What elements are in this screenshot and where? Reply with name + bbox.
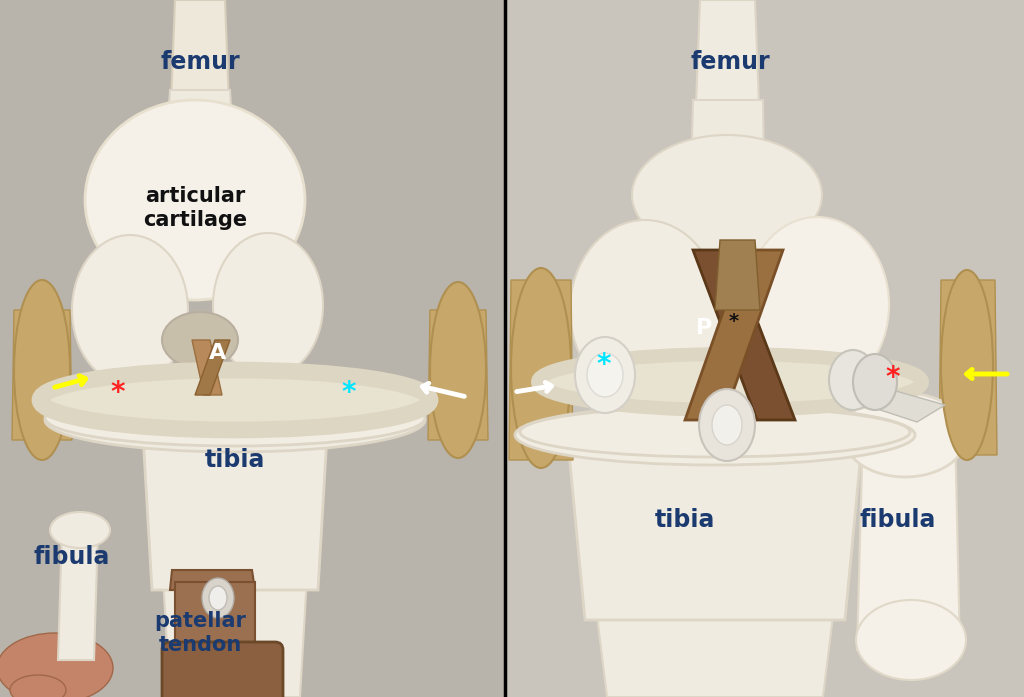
Polygon shape <box>690 100 765 220</box>
Polygon shape <box>428 310 488 440</box>
Ellipse shape <box>632 135 822 255</box>
Polygon shape <box>193 340 222 395</box>
Text: tibia: tibia <box>654 508 715 532</box>
Bar <box>0 0 505 697</box>
Polygon shape <box>939 280 997 455</box>
Ellipse shape <box>209 586 227 610</box>
Ellipse shape <box>162 312 238 368</box>
Ellipse shape <box>843 393 967 477</box>
Ellipse shape <box>213 233 323 377</box>
Polygon shape <box>170 0 230 130</box>
Polygon shape <box>509 280 573 460</box>
Polygon shape <box>170 570 255 590</box>
Ellipse shape <box>50 512 110 548</box>
Ellipse shape <box>85 100 305 300</box>
Text: P: P <box>696 318 712 338</box>
Ellipse shape <box>0 633 113 697</box>
Text: articular
cartilage: articular cartilage <box>143 186 247 229</box>
Ellipse shape <box>575 337 635 413</box>
Polygon shape <box>850 385 945 422</box>
Ellipse shape <box>14 280 70 460</box>
Polygon shape <box>595 600 835 697</box>
Ellipse shape <box>72 235 188 385</box>
Ellipse shape <box>515 405 915 465</box>
Ellipse shape <box>511 268 571 468</box>
Ellipse shape <box>829 350 877 410</box>
Ellipse shape <box>745 217 889 393</box>
Ellipse shape <box>120 125 280 235</box>
Polygon shape <box>12 310 72 440</box>
Ellipse shape <box>45 388 425 452</box>
Text: fibula: fibula <box>860 508 936 532</box>
Ellipse shape <box>10 675 66 697</box>
Text: *: * <box>886 364 900 392</box>
Text: tibia: tibia <box>205 448 265 472</box>
Polygon shape <box>175 582 255 650</box>
Polygon shape <box>715 240 760 310</box>
Text: *: * <box>111 379 125 407</box>
Ellipse shape <box>856 600 966 680</box>
Polygon shape <box>195 340 230 395</box>
Text: fibula: fibula <box>34 545 111 569</box>
Ellipse shape <box>40 370 430 430</box>
Polygon shape <box>685 250 783 420</box>
Bar <box>505 0 1024 697</box>
Polygon shape <box>162 560 308 697</box>
Text: A: A <box>209 343 226 363</box>
Text: femur: femur <box>160 50 240 74</box>
Polygon shape <box>857 428 961 650</box>
Polygon shape <box>693 250 795 420</box>
Ellipse shape <box>712 405 742 445</box>
Ellipse shape <box>520 407 910 457</box>
Polygon shape <box>58 530 98 660</box>
Polygon shape <box>695 0 760 130</box>
Text: femur: femur <box>690 50 770 74</box>
Polygon shape <box>168 648 268 697</box>
Ellipse shape <box>587 353 623 397</box>
Ellipse shape <box>699 389 755 461</box>
Ellipse shape <box>570 220 720 400</box>
FancyBboxPatch shape <box>162 642 283 697</box>
Text: *: * <box>597 351 611 379</box>
Ellipse shape <box>202 578 234 618</box>
Ellipse shape <box>538 354 922 410</box>
Ellipse shape <box>941 270 993 460</box>
Text: patellar
tendon: patellar tendon <box>154 611 246 654</box>
Ellipse shape <box>430 282 486 458</box>
Polygon shape <box>142 418 328 590</box>
Text: *: * <box>342 379 356 407</box>
Polygon shape <box>165 90 234 180</box>
Ellipse shape <box>45 390 425 446</box>
Ellipse shape <box>853 354 897 410</box>
Text: *: * <box>729 312 739 332</box>
Polygon shape <box>567 432 863 620</box>
